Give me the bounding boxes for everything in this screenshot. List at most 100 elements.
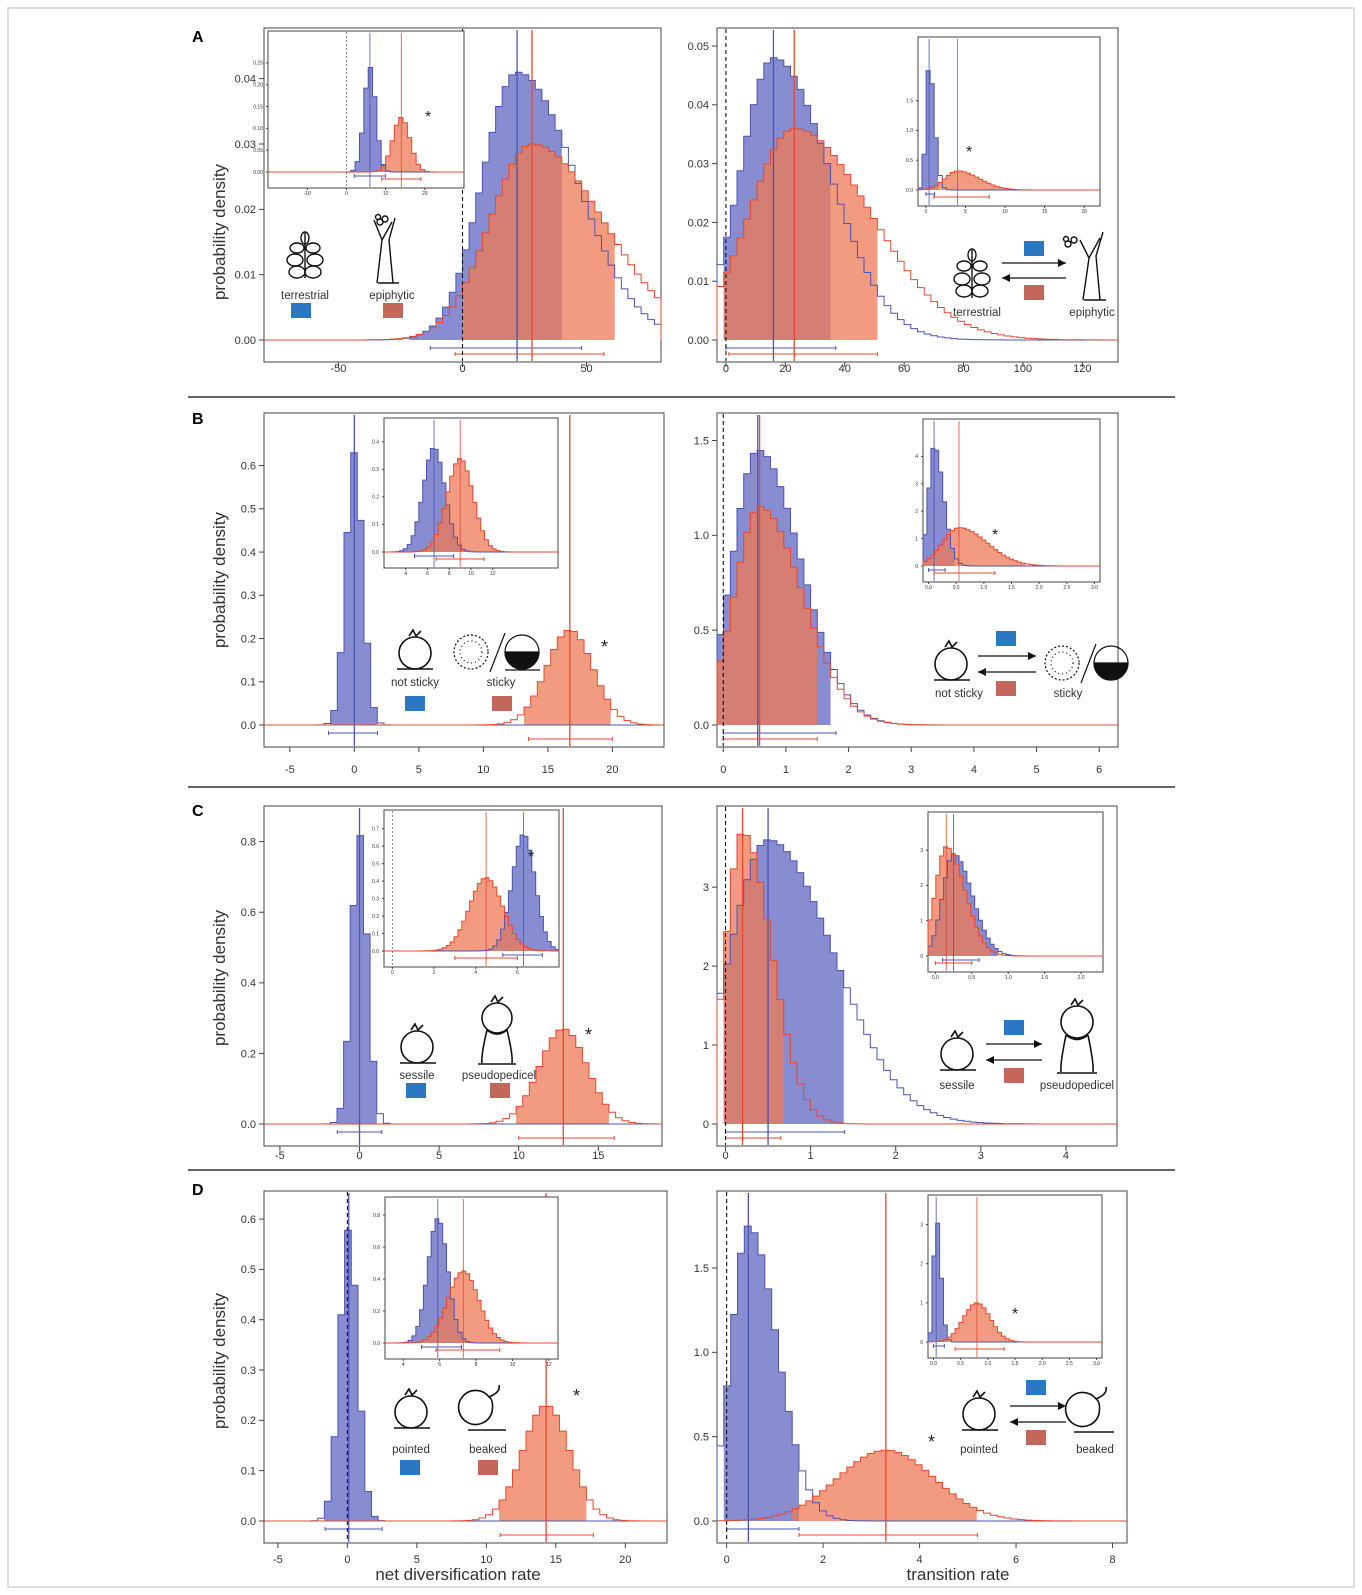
main-D-left-ytick-label-6: 0.6 (241, 1214, 256, 1226)
inset-B-left-xtick-label-0: 4 (404, 571, 407, 577)
main-B-left-ytick-label-3: 0.3 (241, 590, 256, 602)
inset-C-right-xtick-label-1: 0.5 (968, 975, 975, 981)
main-A-left-ytick-label-2: 0.02 (235, 204, 256, 216)
x-axis-label-right: transition rate (907, 1565, 1010, 1584)
state1-label-b-right: sticky (1054, 688, 1083, 700)
main-D-left-series1-outline (264, 1405, 667, 1522)
main-B-right-series1-outline (716, 506, 1118, 726)
tree-epiphyte-icon (373, 213, 399, 284)
inset-A-right-xtick-label-4: 20 (1081, 209, 1087, 215)
inset-C-left-xtick-label-0: 0 (391, 970, 394, 976)
inset-B-left-ytick-label-0: 0.0 (372, 550, 379, 556)
inset-A-left-series1-outline (268, 117, 464, 173)
inset-A-left-ytick-label-3: 0.15 (253, 104, 263, 110)
main-B-left-ytick-label-0: 0.0 (241, 720, 256, 732)
panel-letter-d: D (192, 1182, 204, 1199)
inset-C-right-ytick-label-0: 0 (920, 954, 923, 960)
inset-D-left-xtick-label-1: 6 (438, 1362, 441, 1368)
main-A-right-ytick-label-1: 0.01 (688, 276, 709, 288)
state0-label-b: not sticky (391, 677, 439, 689)
inset-C-left-series1-fill (419, 877, 548, 951)
inset-B-right-ytick-label-0: 0 (915, 564, 918, 570)
legend-swatch-blue (291, 303, 311, 318)
inset-D-right-xtick-label-2: 1.0 (984, 1361, 991, 1367)
inset-A-right-ytick-label-3: 1.5 (906, 98, 913, 104)
round-seed-icon (397, 628, 433, 670)
inset-B-left-xtick-label-1: 6 (426, 571, 429, 577)
inset-C-left-ytick-label-7: 0.7 (372, 826, 379, 832)
chart-C-right: 0 1 2 3 0 1 2 3 4 0 1 2 3 0.0 0.5 1.0 1.5 2.0 (703, 805, 1118, 1162)
inset-A-right-xtick-label-1: 5 (964, 209, 967, 215)
main-D-left-ytick-label-4: 0.4 (241, 1315, 256, 1327)
inset-D-right: 0 1 2 3 0.0 0.5 1.0 1.5 2.0 2.5 3.0 * (920, 1194, 1103, 1367)
inset-C-left-ytick-label-5: 0.5 (372, 861, 379, 867)
chart-panels: 0.000.010.020.030.04-50 0 500.000.050.100.… (235, 27, 1128, 1566)
main-B-right-xtick-label-6: 6 (1096, 764, 1102, 776)
main-D-right-series0-outline (716, 1225, 1127, 1522)
main-C-right-xtick-label-0: 0 (722, 1150, 728, 1162)
inset-C-right-xtick-label-2: 1.0 (1005, 975, 1012, 981)
inset-B-left-ytick-label-4: 0.4 (372, 440, 379, 446)
legend-swatch-blue (996, 631, 1016, 646)
inset-A-left-ytick-label-2: 0.10 (253, 126, 263, 132)
bromeliad-rosette-icon (286, 231, 324, 279)
inset-B-right-series1-outline (922, 527, 1100, 567)
main-A-right-ytick-label-0: 0.00 (688, 335, 709, 347)
main-A-left-xtick-label-0: -50 (330, 363, 346, 375)
round-seed-icon (400, 1022, 436, 1064)
inset-A-left-xtick-label-2: 10 (383, 191, 389, 197)
inset-B-right-ytick-label-4: 4 (915, 454, 918, 460)
inset-C-left-series1-outline (384, 877, 559, 952)
inset-D-right-ytick-label-0: 0 (920, 1340, 923, 1346)
main-B-left-ytick-label-1: 0.1 (241, 677, 256, 689)
main-D-left-xtick-label-5: 20 (619, 1554, 631, 1566)
main-D-right-ytick-label-3: 1.5 (694, 1263, 709, 1275)
inset-C-left-ytick-label-4: 0.4 (372, 879, 379, 885)
main-C-left-ytick-label-0: 0.0 (241, 1119, 256, 1131)
main-C-right-ytick-label-3: 3 (703, 882, 709, 894)
round-seed-icon (394, 1387, 430, 1429)
main-C-right-ytick-label-0: 0 (703, 1119, 709, 1131)
state1-label-c: pseudopedicel (462, 1070, 536, 1082)
inset-B-left-ytick-label-1: 0.1 (372, 522, 379, 528)
state0-label-d: pointed (392, 1444, 430, 1456)
main-D-right-xtick-label-2: 4 (917, 1554, 923, 1566)
inset-significance-star: * (425, 109, 431, 126)
inset-A-left-ytick-label-1: 0.05 (253, 148, 263, 154)
inset-A-left-series0-fill (342, 67, 395, 172)
inset-B-left-ytick-label-3: 0.3 (372, 467, 379, 473)
inset-C-left-xtick-label-2: 4 (474, 970, 477, 976)
inset-significance-star: * (528, 849, 534, 866)
main-A-left-ytick-label-0: 0.00 (235, 335, 256, 347)
inset-D-right-series0-fill (928, 1223, 948, 1342)
main-A-right-xtick-label-1: 20 (779, 363, 791, 375)
main-C-left-series1-fill (516, 1029, 609, 1124)
inset-B-right-xtick-label-5: 2.5 (1063, 585, 1070, 591)
main-D-left-xtick-label-0: -5 (273, 1554, 283, 1566)
legend-swatch-red (1024, 285, 1044, 300)
legend-swatch-red (996, 681, 1016, 696)
chart-B-right: 0.0 0.5 1.0 1.5 0 1 2 3 4 5 6 0 1 2 3 4 0.0 0.5 1.0 1.5 2.0 2… (694, 412, 1119, 776)
legend-swatch-blue (406, 1083, 426, 1098)
inset-A-right-series1-fill (918, 171, 1011, 190)
main-B-left-ytick-label-2: 0.2 (241, 633, 256, 645)
inset-C-left-xtick-label-1: 2 (433, 970, 436, 976)
state0-label-a-right: terrestrial (953, 307, 1001, 319)
inset-B-right-xtick-label-1: 0.5 (953, 585, 960, 591)
legend-swatch-red (492, 696, 512, 711)
inset-B-left: 0.0 0.1 0.2 0.3 0.4 4 6 8 10 12 (372, 417, 559, 577)
inset-A-left-ytick-label-5: 0.25 (253, 61, 263, 67)
main-D-left-ytick-label-2: 0.2 (241, 1415, 256, 1427)
inset-D-right-series1-fill (928, 1302, 1029, 1342)
main-B-left-xtick-label-3: 10 (477, 764, 489, 776)
state1-label-d: beaked (469, 1444, 507, 1456)
main-D-right-xtick-label-1: 2 (820, 1554, 826, 1566)
legend-panel-c-right: sessile pseudopedicel (939, 997, 1114, 1092)
main-C-left-series0-fill (337, 835, 377, 1124)
inset-A-left-xtick-label-3: 20 (422, 191, 428, 197)
inset-A-right-series1-outline (917, 170, 1100, 191)
main-B-left-ytick-label-6: 0.6 (241, 460, 256, 472)
inset-C-right-series1-outline (927, 846, 1103, 957)
inset-D-left-xtick-label-0: 4 (402, 1362, 405, 1368)
